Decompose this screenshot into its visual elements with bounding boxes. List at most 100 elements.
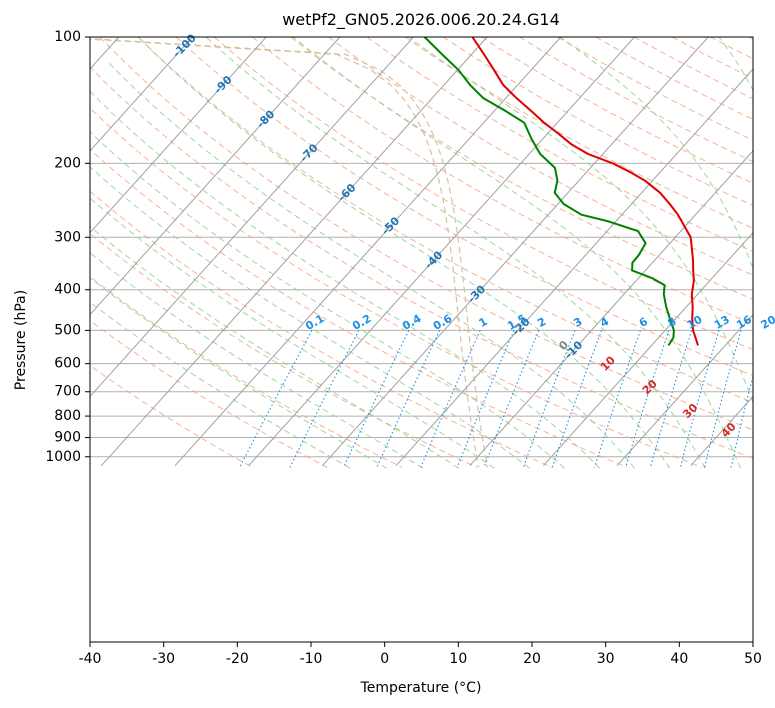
isotherm-line [90, 37, 414, 398]
mixing-ratio-line [594, 330, 641, 468]
dry-adiabat-line [90, 107, 702, 468]
x-axis-label: Temperature (°C) [360, 680, 482, 696]
x-tick-label: 10 [449, 651, 467, 667]
dry-adiabat-line [137, 37, 753, 403]
background-lines [0, 37, 775, 469]
x-tick-label: -10 [300, 651, 323, 667]
mixing-ratio-tag: 3 [571, 315, 584, 330]
mixing-ratio-tag: 4 [598, 315, 611, 330]
profile-lines [423, 37, 699, 346]
dry-adiabat-line [90, 232, 478, 468]
isotherm-tag: -100 [170, 31, 199, 60]
isotherm-line [248, 37, 635, 466]
moist-adiabat-line [90, 131, 566, 469]
mixing-ratio-line [420, 330, 481, 468]
y-tick-label: 400 [54, 282, 81, 298]
y-axis-ticks: 100 200 300 400 500 600 700 800 900 1000 [45, 29, 90, 465]
mixing-ratio-tag: 16 [734, 313, 754, 332]
mixing-ratio-tag: 0.1 [303, 312, 326, 333]
dry-adiabat-line [633, 37, 753, 100]
moist-adiabat-line [292, 37, 742, 469]
x-tick-label: 0 [380, 651, 389, 667]
moist-adiabat-line [90, 166, 530, 469]
isotherm-line [469, 150, 753, 466]
x-tick-label: -40 [79, 651, 102, 667]
isotherm-line [90, 37, 120, 70]
y-tick-label: 200 [54, 155, 81, 171]
mixing-ratio-line [551, 330, 603, 468]
moist-adiabat-line [138, 37, 671, 469]
moist-adiabat-line [90, 252, 424, 469]
mixing-ratio-tag: 10 [685, 313, 705, 332]
dry-adiabat-line [748, 37, 753, 40]
mixing-ratio-line [649, 330, 693, 468]
moist-adiabat-line [90, 301, 351, 469]
isotherm-line [0, 37, 45, 466]
isotherm-tag: -40 [422, 248, 445, 271]
dry-adiabat-line [213, 37, 753, 351]
y-tick-label: 300 [54, 229, 81, 245]
mixing-ratio-line [625, 330, 670, 468]
y-tick-label: 600 [54, 356, 81, 372]
isotherm-line [395, 68, 753, 466]
mixing-ratio-tag: 1 [477, 315, 490, 330]
isotherm-line [616, 313, 753, 466]
moist-adiabat-tag: 10 [598, 353, 618, 373]
moist-adiabat-line [408, 37, 753, 404]
isotherm-line [174, 37, 562, 466]
dry-adiabat-line [557, 37, 753, 141]
mixing-ratio-tag: 2 [535, 315, 548, 330]
chart-title: wetPf2_GN05.2026.006.20.24.G14 [282, 10, 560, 30]
isotherm-line [764, 37, 775, 466]
x-axis-ticks: -40 -30 -20 -10 0 10 20 30 40 50 [79, 642, 762, 667]
isotherm-tag: -50 [379, 214, 402, 237]
frost-line [90, 37, 488, 468]
dry-adiabat-line [90, 190, 553, 468]
mixing-ratio-line [239, 330, 313, 468]
y-tick-label: 700 [54, 384, 81, 400]
moist-adiabat-tag: 20 [640, 377, 660, 397]
mixing-ratio-line [730, 374, 753, 468]
dry-adiabat-line [519, 37, 753, 163]
dry-adiabat-line [90, 148, 628, 468]
y-tick-label: 800 [54, 408, 81, 424]
isotherm-tag: -60 [335, 181, 358, 204]
dry-adiabat-line [481, 37, 753, 184]
moist-adiabat-line [90, 90, 601, 469]
isotherm-line [90, 37, 267, 234]
mixing-ratio-line [758, 330, 775, 467]
x-tick-label: 50 [744, 651, 762, 667]
mixing-ratio-line [456, 330, 515, 468]
dry-adiabat-line [90, 275, 403, 468]
x-tick-label: -20 [226, 651, 249, 667]
dry-adiabat-line [175, 37, 753, 377]
mixing-ratio-tag: 0.2 [350, 312, 373, 333]
y-tick-label: 500 [54, 322, 81, 338]
mixing-ratio-tag: 0.4 [400, 312, 424, 333]
mixing-ratio-line [679, 330, 720, 468]
dewpoint-profile-line [423, 37, 675, 346]
isotherm-line [101, 37, 488, 466]
mixing-ratio-line [704, 330, 742, 468]
isotherm-line [690, 395, 753, 466]
y-axis-label: Pressure (hPa) [13, 290, 29, 390]
mixing-ratio-tag: 20 [759, 313, 775, 332]
x-tick-label: -30 [152, 651, 175, 667]
dry-adiabat-line [404, 37, 753, 229]
moist-adiabat-line [90, 225, 460, 469]
isotherm-tag: -90 [212, 73, 235, 96]
isotherm-tag: -80 [254, 107, 277, 130]
y-tick-label: 100 [54, 29, 81, 45]
isotherm-line [90, 37, 193, 152]
mixing-ratio-line [522, 330, 576, 468]
isotherm-tag: -30 [465, 282, 488, 305]
x-tick-label: 20 [523, 651, 541, 667]
x-tick-label: 30 [597, 651, 615, 667]
x-tick-label: 40 [670, 651, 688, 667]
dry-adiabat-line [710, 37, 753, 60]
isotherm-line [322, 37, 709, 466]
isotherm-line [543, 231, 753, 466]
moist-adiabat-line [90, 197, 495, 469]
isotherm-line [90, 37, 341, 316]
dry-adiabat-line [252, 37, 753, 325]
